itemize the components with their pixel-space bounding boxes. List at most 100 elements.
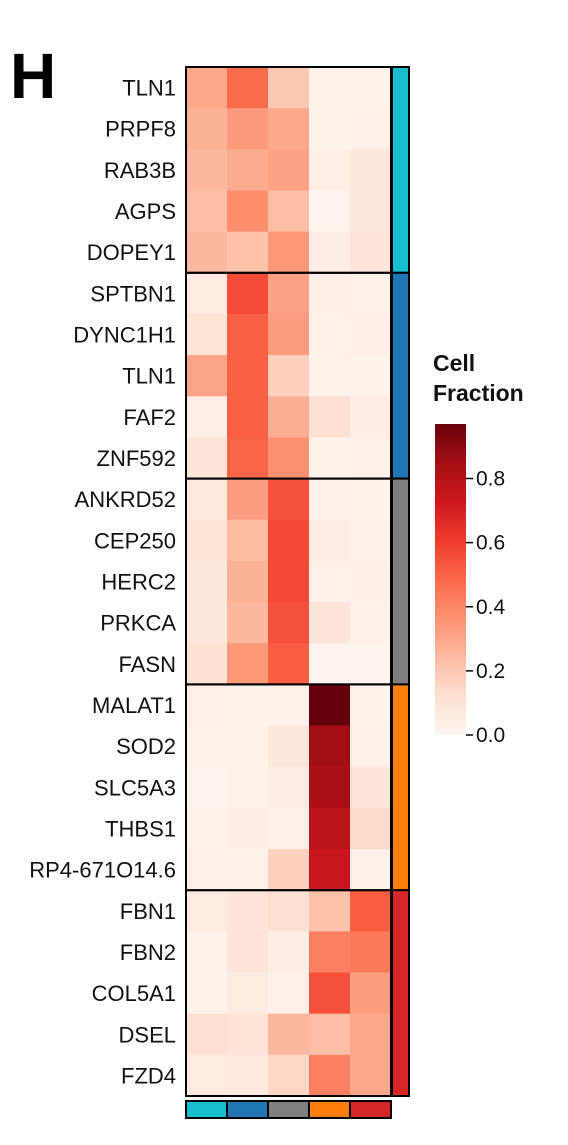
heatmap-cell bbox=[227, 849, 269, 891]
heatmap-cell bbox=[350, 766, 392, 809]
heatmap-cell bbox=[350, 972, 392, 1015]
heatmap-cell bbox=[268, 231, 310, 274]
heatmap-cell bbox=[350, 519, 392, 562]
heatmap-cell bbox=[268, 725, 310, 768]
heatmap-cell bbox=[227, 190, 269, 233]
heatmap-cell bbox=[268, 972, 310, 1015]
heatmap-cell bbox=[268, 396, 310, 438]
heatmap-cell bbox=[350, 931, 392, 974]
heatmap-cell bbox=[227, 313, 269, 356]
heatmap-cell bbox=[186, 396, 228, 438]
heatmap-cell bbox=[350, 272, 392, 315]
heatmap-cell bbox=[227, 890, 269, 932]
gene-label: RAB3B bbox=[104, 158, 176, 183]
column-cluster-swatch bbox=[349, 1100, 392, 1119]
heatmap-cell bbox=[268, 931, 310, 974]
heatmap-cell bbox=[268, 602, 310, 644]
heatmap-cell bbox=[268, 1013, 310, 1056]
heatmap-cell bbox=[350, 313, 392, 356]
gene-label: COL5A1 bbox=[92, 981, 176, 1006]
heatmap-cell bbox=[186, 972, 228, 1015]
heatmap-cell bbox=[350, 149, 392, 191]
heatmap-cell bbox=[186, 931, 228, 974]
heatmap-cell bbox=[350, 890, 392, 932]
gene-label: SLC5A3 bbox=[94, 775, 176, 800]
gene-label: SOD2 bbox=[116, 734, 176, 759]
gene-label: ZNF592 bbox=[97, 446, 176, 471]
heatmap-cell bbox=[350, 849, 392, 891]
heatmap-cell bbox=[309, 725, 351, 768]
heatmap-cell bbox=[186, 1054, 228, 1097]
heatmap-cell bbox=[227, 437, 269, 480]
heatmap-cell bbox=[309, 602, 351, 644]
heatmap-cell bbox=[227, 396, 269, 438]
heatmap-cell bbox=[186, 190, 228, 233]
heatmap-cell bbox=[309, 684, 351, 727]
heatmap-cell bbox=[227, 931, 269, 974]
heatmap-cell bbox=[186, 807, 228, 850]
heatmap-cell bbox=[186, 149, 228, 191]
row-cluster-swatch bbox=[391, 889, 410, 1098]
heatmap-cell bbox=[186, 725, 228, 768]
heatmap-cell bbox=[309, 272, 351, 315]
gene-label: FZD4 bbox=[121, 1063, 176, 1088]
heatmap-cell bbox=[309, 313, 351, 356]
heatmap-cell bbox=[186, 478, 228, 521]
heatmap-cell bbox=[186, 890, 228, 932]
gene-label: PRKCA bbox=[100, 611, 176, 636]
heatmap-cell bbox=[227, 972, 269, 1015]
heatmap-cell bbox=[227, 725, 269, 768]
heatmap-cell bbox=[350, 355, 392, 397]
heatmap-cell bbox=[268, 643, 310, 685]
heatmap-cell bbox=[227, 766, 269, 809]
heatmap-cell bbox=[186, 519, 228, 562]
heatmap-cell bbox=[350, 437, 392, 480]
heatmap-cell bbox=[350, 1054, 392, 1097]
gene-label: DYNC1H1 bbox=[73, 323, 176, 348]
column-cluster-swatch bbox=[308, 1100, 351, 1119]
heatmap-cell bbox=[186, 313, 228, 356]
heatmap-cell bbox=[309, 807, 351, 850]
color-legend: Cell Fraction 0.0 0.2 0.4 0.6 0.8 bbox=[433, 350, 524, 747]
heatmap-cell bbox=[309, 1054, 351, 1097]
legend-tick-label: 0.4 bbox=[476, 596, 506, 619]
gene-label: PRPF8 bbox=[105, 117, 176, 142]
heatmap-cell bbox=[268, 272, 310, 315]
heatmap-cell bbox=[350, 67, 392, 109]
heatmap-cell bbox=[309, 519, 351, 562]
row-cluster-swatch bbox=[391, 66, 410, 274]
heatmap-cell bbox=[350, 1013, 392, 1056]
gene-label: FBN1 bbox=[120, 899, 176, 924]
gene-labels: TLN1 PRPF8 RAB3B AGPS DOPEY1 SPTBN1 DYNC1H1 TLN… bbox=[29, 76, 176, 1089]
gene-label: HERC2 bbox=[101, 570, 176, 595]
heatmap-cell bbox=[268, 149, 310, 191]
heatmap-cell bbox=[227, 149, 269, 191]
heatmap-cell bbox=[186, 67, 228, 109]
heatmap-cell bbox=[350, 643, 392, 685]
gene-label: RP4-671O14.6 bbox=[29, 858, 176, 883]
heatmap-cell bbox=[186, 684, 228, 727]
panel-label: H bbox=[10, 40, 56, 112]
heatmap-cell bbox=[227, 478, 269, 521]
heatmap-cell bbox=[350, 602, 392, 644]
heatmap-cell bbox=[309, 149, 351, 191]
heatmap-cell bbox=[309, 396, 351, 438]
heatmap-cell bbox=[268, 849, 310, 891]
legend-tick-label: 0.2 bbox=[476, 660, 505, 683]
gene-label: SPTBN1 bbox=[90, 281, 176, 306]
heatmap-cell bbox=[186, 1013, 228, 1056]
heatmap-cell bbox=[227, 560, 269, 603]
heatmap-cell bbox=[227, 231, 269, 274]
heatmap-cell bbox=[227, 602, 269, 644]
gene-label: DOPEY1 bbox=[87, 240, 176, 265]
heatmap-cell bbox=[227, 684, 269, 727]
heatmap-cell bbox=[309, 766, 351, 809]
heatmap-cell bbox=[268, 807, 310, 850]
heatmap-cell bbox=[268, 1054, 310, 1097]
legend-title-line-2: Fraction bbox=[433, 380, 524, 406]
heatmap-cell bbox=[309, 108, 351, 150]
heatmap-cell bbox=[268, 684, 310, 727]
heatmap-cell bbox=[268, 437, 310, 480]
gene-label: AGPS bbox=[115, 199, 176, 224]
